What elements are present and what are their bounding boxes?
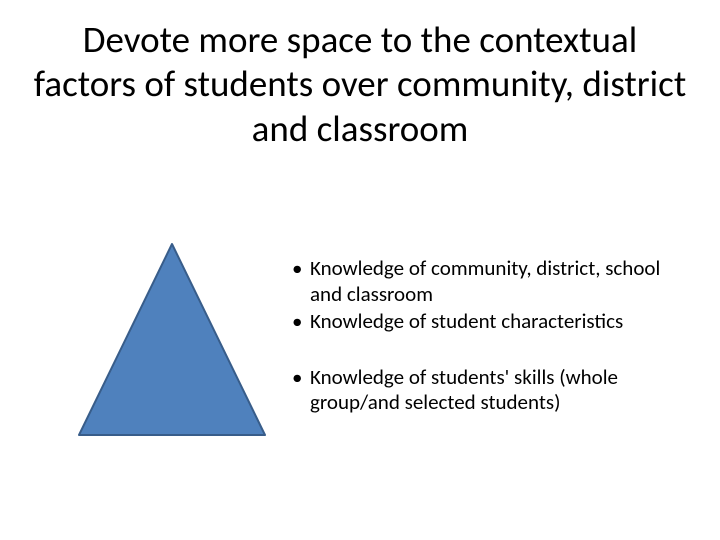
slide-title: Devote more space to the contextual fact… (30, 18, 690, 151)
bullet-item: Knowledge of community, district, school… (290, 256, 690, 307)
bullet-group-1: Knowledge of community, district, school… (290, 256, 690, 335)
bullet-spacer (290, 337, 690, 365)
triangle-icon (75, 240, 270, 440)
triangle-shape (79, 244, 265, 435)
bullet-item: Knowledge of student characteristics (290, 309, 690, 335)
bullet-list: Knowledge of community, district, school… (290, 256, 690, 418)
slide: Devote more space to the contextual fact… (0, 0, 720, 540)
triangle-graphic (75, 240, 270, 440)
bullet-group-2: Knowledge of students' skills (whole gro… (290, 365, 690, 416)
bullet-item: Knowledge of students' skills (whole gro… (290, 365, 690, 416)
